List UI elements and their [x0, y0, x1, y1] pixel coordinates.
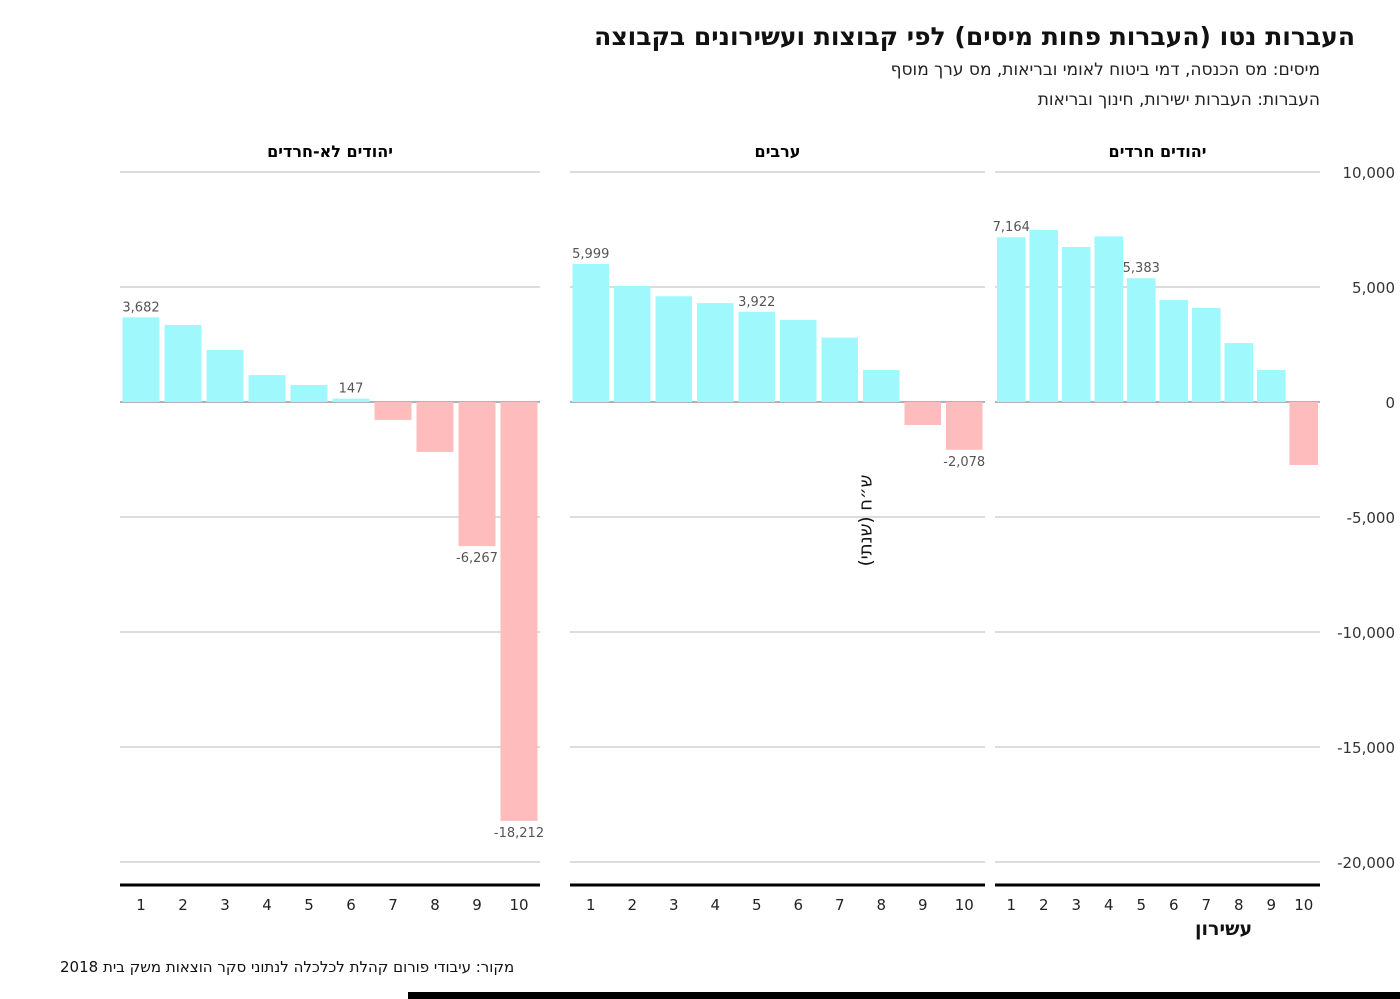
x-tick-label: 7	[388, 896, 398, 914]
x-tick-label: 7	[1201, 896, 1211, 914]
x-tick-label: 1	[136, 896, 146, 914]
data-label: 147	[339, 382, 364, 397]
x-tick-label: 6	[793, 896, 803, 914]
bar-2-decile-4	[696, 303, 734, 402]
x-tick-label: 6	[346, 896, 356, 914]
data-label: -18,212	[494, 826, 544, 841]
x-tick-label: 8	[430, 896, 440, 914]
x-tick-label: 3	[669, 896, 679, 914]
subtitle-taxes: מיסים: מס הכנסה, דמי ביטוח לאומי ובריאות…	[890, 60, 1320, 80]
bar-3-decile-7	[1191, 307, 1221, 402]
data-label: 7,164	[993, 220, 1030, 235]
bar-1-decile-10	[500, 402, 538, 821]
data-label: -6,267	[456, 551, 498, 566]
y-tick-label: 0	[1385, 394, 1395, 412]
data-label: 5,999	[572, 247, 609, 262]
bar-3-decile-1	[996, 237, 1026, 402]
x-tick-label: 4	[262, 896, 272, 914]
data-label: 3,682	[122, 300, 159, 315]
panel-title: יהודים חרדים	[1109, 142, 1207, 161]
bar-2-decile-5	[738, 311, 776, 402]
data-label: 3,922	[738, 295, 775, 310]
y-tick-label: 10,000	[1343, 164, 1396, 182]
bar-2-decile-6	[779, 319, 817, 402]
x-tick-label: 9	[1266, 896, 1276, 914]
x-tick-label: 1	[1006, 896, 1016, 914]
bar-3-decile-3	[1061, 246, 1091, 402]
y-tick-label: -20,000	[1337, 854, 1395, 872]
bar-2-decile-9	[904, 402, 942, 425]
x-tick-label: 10	[1294, 896, 1313, 914]
x-tick-label: 8	[1234, 896, 1244, 914]
bar-2-decile-10	[945, 402, 983, 450]
x-tick-label: 2	[178, 896, 188, 914]
x-tick-label: 2	[627, 896, 637, 914]
bar-3-decile-2	[1029, 229, 1059, 402]
y-tick-label: -10,000	[1337, 624, 1395, 642]
bar-3-decile-6	[1159, 300, 1189, 402]
x-tick-label: 9	[472, 896, 482, 914]
x-tick-label: 5	[752, 896, 762, 914]
y-tick-label: 5,000	[1352, 279, 1395, 297]
bar-2-decile-8	[862, 370, 900, 402]
bar-3-decile-9	[1256, 370, 1286, 402]
bar-3-decile-10	[1289, 402, 1319, 466]
x-tick-label: 10	[509, 896, 528, 914]
data-label: -2,078	[943, 455, 985, 470]
x-tick-label: 8	[876, 896, 886, 914]
x-tick-label: 2	[1039, 896, 1049, 914]
x-tick-label: 9	[918, 896, 928, 914]
bar-1-decile-2	[164, 324, 202, 402]
x-tick-label: 5	[304, 896, 314, 914]
x-tick-label: 3	[1071, 896, 1081, 914]
bar-1-decile-8	[416, 402, 454, 452]
bar-1-decile-3	[206, 350, 244, 402]
bar-1-decile-4	[248, 375, 286, 402]
bar-3-decile-8	[1224, 343, 1254, 402]
bar-1-decile-7	[374, 402, 412, 420]
x-tick-label: 4	[1104, 896, 1114, 914]
panel-title: ערבים	[755, 142, 801, 161]
chart-title: העברות נטו (העברות פחות מיסים) לפי קבוצו…	[594, 22, 1355, 51]
bar-2-decile-3	[655, 296, 693, 402]
x-tick-label: 7	[835, 896, 845, 914]
x-tick-label: 3	[220, 896, 230, 914]
x-tick-label: 10	[955, 896, 974, 914]
subtitle-transfers: העברות: העברות ישירות, חינוך ובריאות	[1037, 90, 1320, 110]
bar-1-decile-1	[122, 317, 160, 402]
bar-1-decile-9	[458, 402, 496, 547]
bar-1-decile-5	[290, 384, 328, 402]
y-axis-label: ש״ח (שנתי)	[855, 474, 877, 567]
y-tick-label: -5,000	[1347, 509, 1395, 527]
x-tick-label: 4	[710, 896, 720, 914]
bar-2-decile-7	[821, 337, 859, 402]
bar-3-decile-4	[1094, 236, 1124, 402]
data-label: 5,383	[1123, 261, 1160, 276]
footer-bar	[408, 992, 1400, 999]
bar-3-decile-5	[1126, 278, 1156, 402]
bar-2-decile-2	[613, 286, 651, 402]
x-tick-label: 1	[586, 896, 596, 914]
x-axis-label: עשירון	[1195, 918, 1253, 940]
bar-1-decile-6	[332, 398, 370, 402]
x-tick-label: 5	[1136, 896, 1146, 914]
bar-2-decile-1	[572, 264, 610, 402]
x-tick-label: 6	[1169, 896, 1179, 914]
panel-title: יהודים לא-חרדים	[267, 142, 393, 161]
y-tick-label: -15,000	[1337, 739, 1395, 757]
source-note: מקור: עיבודי פורום קהלת לכלכלה לנתוני סק…	[60, 958, 515, 976]
